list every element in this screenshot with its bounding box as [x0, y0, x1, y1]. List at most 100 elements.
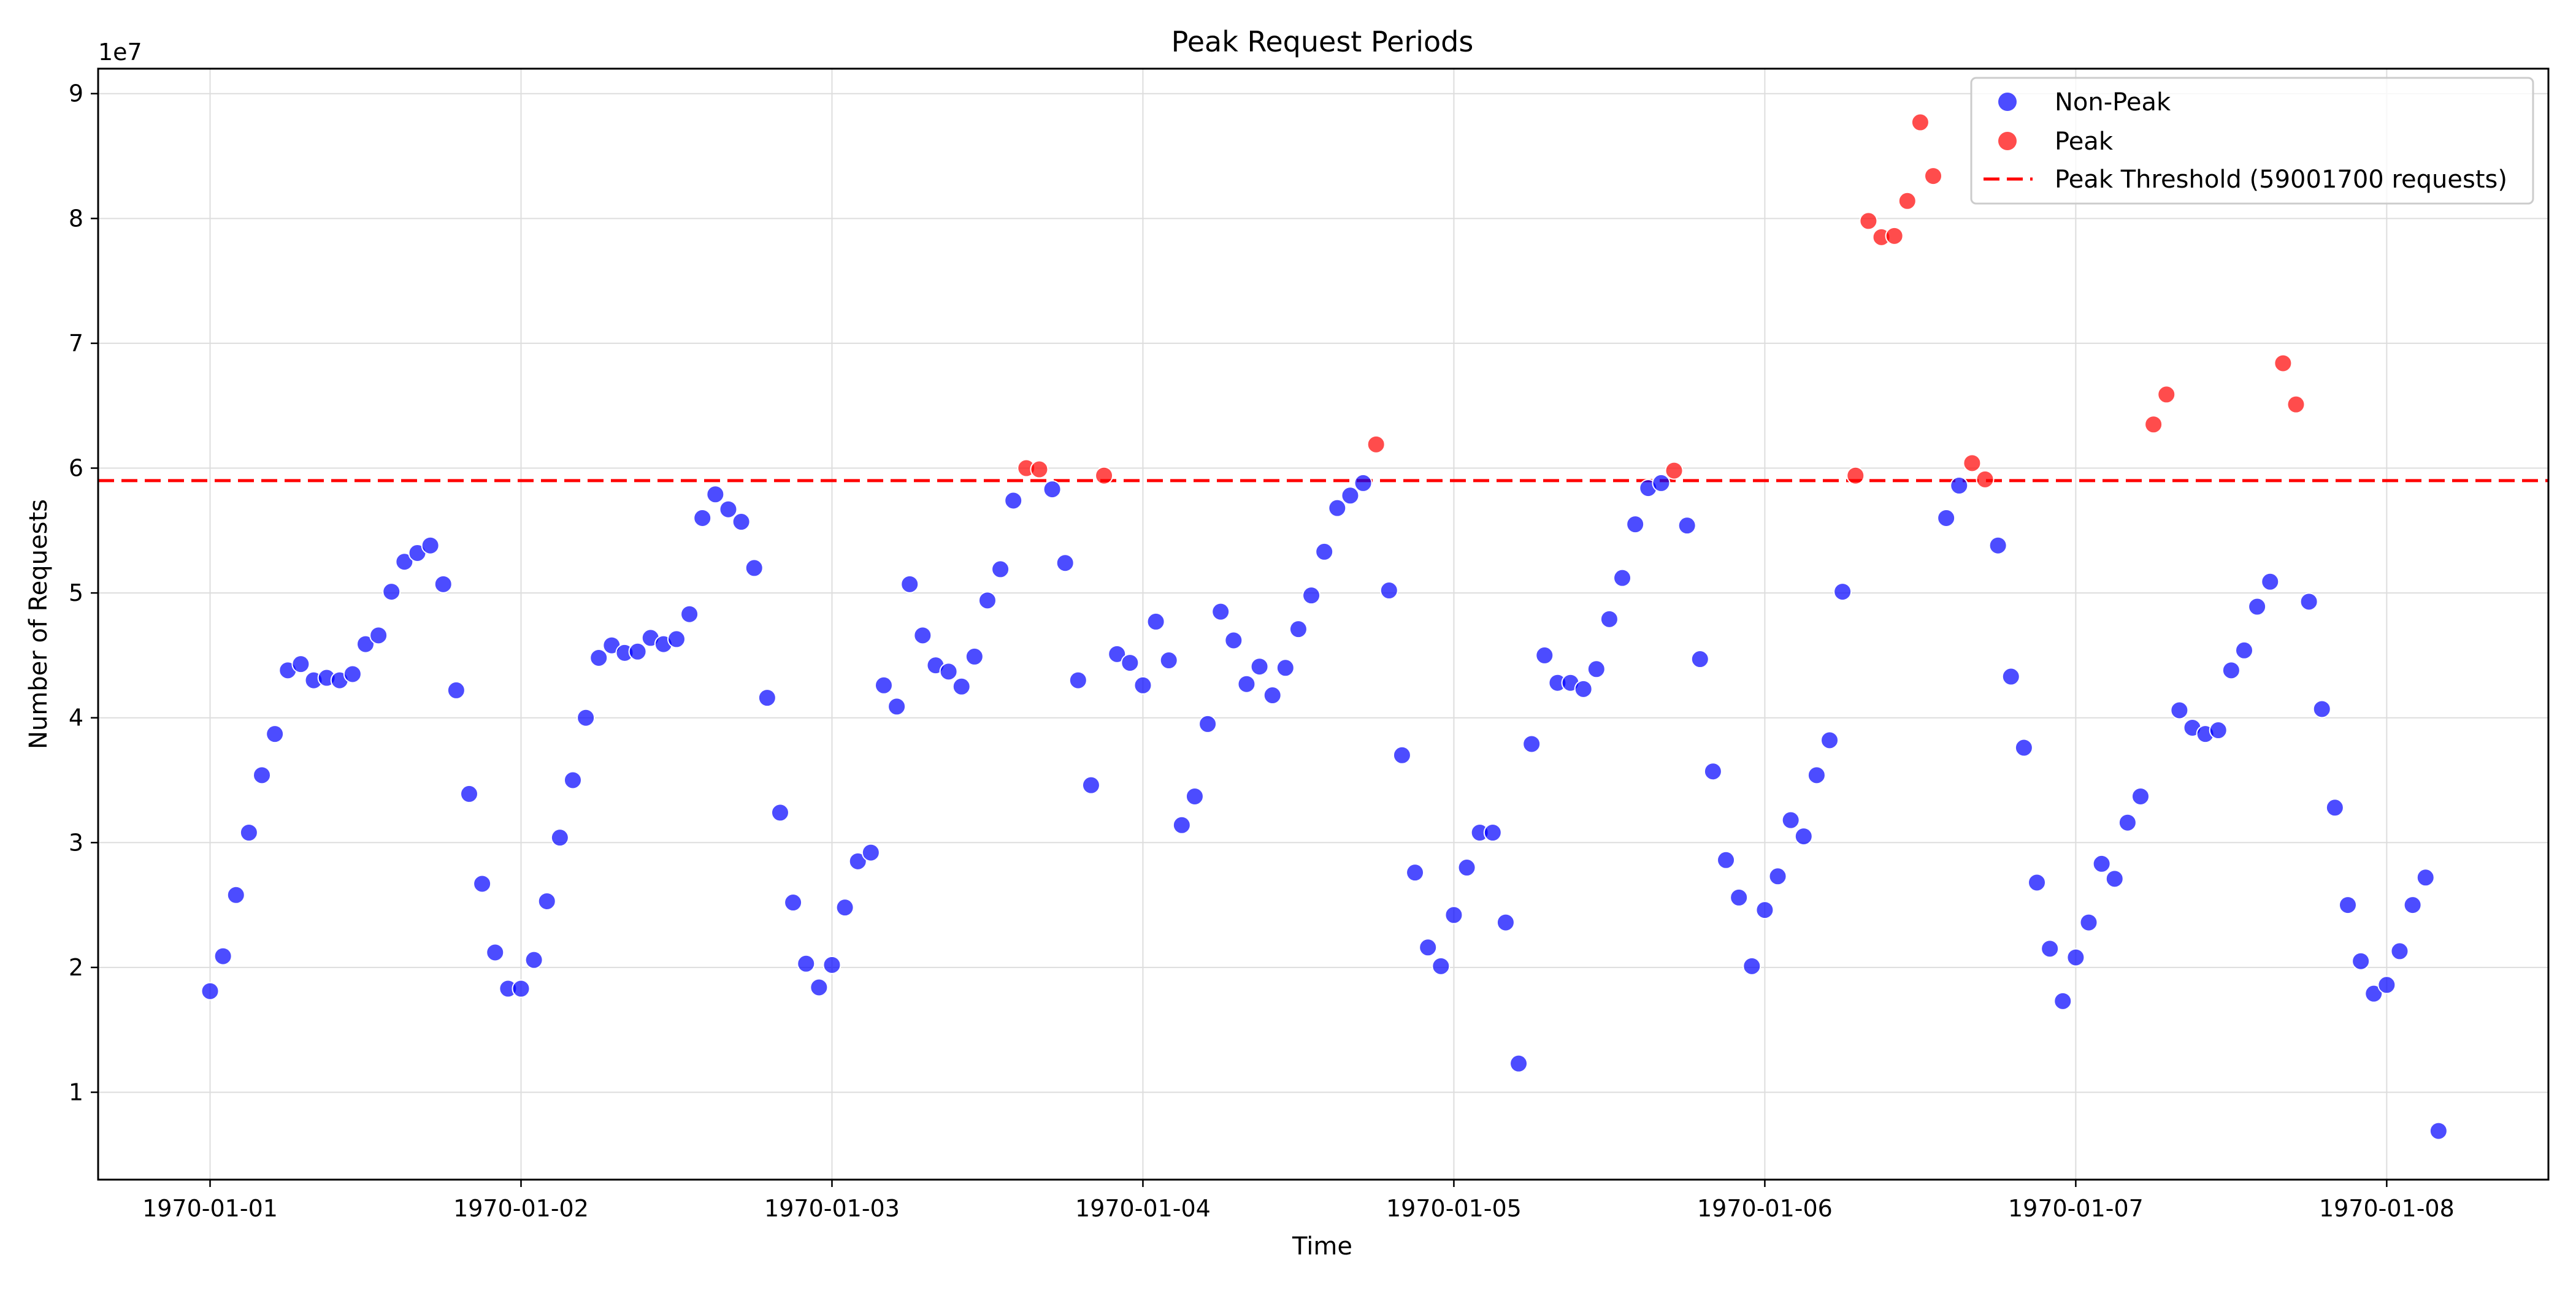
non-peak-point [1108, 644, 1127, 663]
peak-point [1846, 466, 1865, 485]
peak-point [1911, 113, 1930, 132]
non-peak-point [266, 725, 285, 744]
non-peak-point [1121, 654, 1140, 673]
non-peak-point [2028, 873, 2047, 892]
non-peak-point [1755, 901, 1774, 920]
peak-point [2274, 354, 2293, 373]
non-peak-point [2014, 738, 2033, 757]
non-peak-point [706, 485, 725, 504]
non-peak-point [2092, 854, 2111, 873]
non-peak-point [577, 708, 596, 727]
peak-point [2157, 385, 2176, 404]
non-peak-point [2079, 913, 2098, 932]
non-peak-point [1613, 568, 1632, 587]
non-peak-point [797, 954, 816, 973]
non-peak-point [1950, 476, 1969, 495]
non-peak-point [1600, 609, 1619, 628]
peak-point [1963, 454, 1982, 473]
non-peak-point [784, 893, 803, 912]
chart-title: Peak Request Periods [1171, 25, 1474, 58]
non-peak-point [1444, 906, 1463, 925]
non-peak-point [2105, 869, 2124, 888]
non-peak-point [382, 582, 401, 601]
non-peak-point [822, 955, 841, 974]
y-tick-label: 9 [69, 80, 83, 107]
non-peak-point [1794, 827, 1813, 846]
non-peak-point [1587, 660, 1606, 679]
y-tick-label: 3 [69, 829, 83, 856]
non-peak-point [1652, 473, 1671, 492]
peak-point [1030, 460, 1049, 479]
non-peak-point [1315, 542, 1334, 561]
non-peak-point [1509, 1054, 1528, 1073]
y-axis-offset-label: 1e7 [98, 39, 142, 66]
non-peak-point [1211, 602, 1230, 621]
x-tick-label: 1970-01-04 [1075, 1195, 1211, 1222]
non-peak-point [835, 898, 854, 917]
y-tick-label: 1 [69, 1078, 83, 1105]
non-peak-point [1807, 766, 1826, 785]
non-peak-point [1496, 913, 1515, 932]
non-peak-point [2041, 939, 2060, 958]
peak-point [1885, 226, 1904, 245]
non-peak-point [770, 803, 789, 822]
non-peak-point [1237, 674, 1256, 693]
non-peak-point [1159, 651, 1178, 670]
non-peak-point [1781, 811, 1800, 830]
non-peak-point [1341, 486, 1360, 505]
non-peak-point [356, 635, 375, 654]
peak-point [1095, 466, 1114, 485]
legend-label-peak: Peak [2055, 128, 2114, 156]
non-peak-point [1004, 491, 1023, 510]
non-peak-point [1081, 776, 1100, 795]
non-peak-point [1056, 554, 1075, 573]
non-peak-point [1768, 867, 1787, 886]
non-peak-point [2001, 667, 2020, 686]
non-peak-point [563, 771, 582, 790]
peak-point [1976, 470, 1995, 489]
non-peak-point [1677, 516, 1696, 535]
y-tick-label: 6 [69, 455, 83, 482]
peak-point [1924, 167, 1943, 186]
non-peak-point [1185, 787, 1204, 806]
non-peak-point [1626, 515, 1645, 534]
non-peak-point [421, 536, 440, 555]
non-peak-point [550, 828, 569, 847]
non-peak-point [2312, 700, 2331, 719]
x-axis: 1970-01-01 1970-01-02 1970-01-03 1970-01-04… [142, 1180, 2455, 1222]
x-tick-label: 1970-01-01 [142, 1195, 278, 1222]
x-tick-label: 1970-01-03 [764, 1195, 900, 1222]
non-peak-point [2429, 1121, 2448, 1140]
non-peak-point [680, 605, 699, 624]
non-peak-point [1483, 823, 1502, 842]
legend-marker-peak [1998, 132, 2017, 150]
non-peak-point [2131, 787, 2150, 806]
non-peak-point [1457, 858, 1476, 877]
non-peak-point [2053, 991, 2072, 1010]
non-peak-point [2338, 896, 2357, 915]
non-peak-point [861, 843, 880, 862]
peak-point [1898, 191, 1917, 210]
non-peak-point [2403, 896, 2422, 915]
non-peak-point [1276, 658, 1295, 677]
grid [98, 69, 2548, 1180]
non-peak-point [1742, 956, 1761, 975]
non-peak-point [1988, 536, 2007, 555]
non-peak-point [887, 697, 907, 716]
peak-point [2144, 415, 2163, 434]
non-peak-point [2235, 641, 2254, 660]
x-tick-label: 1970-01-05 [1386, 1195, 1522, 1222]
non-peak-point [1068, 671, 1087, 690]
non-peak-point [757, 689, 776, 708]
non-peak-point [2118, 813, 2137, 832]
non-peak-point [291, 655, 310, 674]
non-peak-point [447, 681, 466, 700]
non-peak-point [253, 766, 272, 785]
non-peak-point [1172, 815, 1191, 834]
non-peak-point [1289, 620, 1308, 639]
non-peak-point [991, 560, 1010, 579]
non-peak-point [1432, 956, 1451, 975]
non-peak-point [524, 950, 543, 969]
non-peak-point [848, 852, 867, 871]
